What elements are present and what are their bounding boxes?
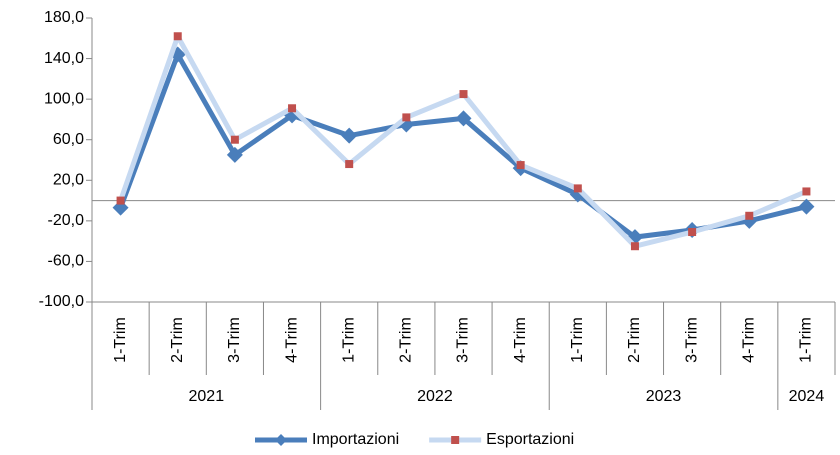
marker	[798, 198, 815, 215]
marker	[516, 161, 525, 170]
x-tick-label: 1-Trim	[340, 317, 357, 363]
marker	[116, 196, 125, 205]
y-tick-label: -20,0	[48, 212, 85, 229]
marker	[459, 90, 468, 99]
x-tick-label: 1-Trim	[798, 317, 815, 363]
x-tick-label: 1-Trim	[112, 317, 129, 363]
marker	[455, 110, 472, 127]
x-tick-label: 4-Trim	[283, 317, 300, 363]
x-tick-label: 3-Trim	[226, 317, 243, 363]
y-tick-label: -60,0	[48, 253, 85, 270]
year-label: 2023	[646, 388, 682, 405]
marker	[688, 228, 697, 237]
marker	[573, 184, 582, 193]
marker	[630, 242, 639, 251]
x-tick-label: 2-Trim	[169, 317, 186, 363]
marker	[402, 113, 411, 122]
marker	[226, 146, 243, 163]
x-tick-label: 2-Trim	[398, 317, 415, 363]
marker	[288, 104, 297, 113]
y-tick-label: 100,0	[44, 90, 84, 107]
y-tick-label: 20,0	[53, 172, 84, 189]
year-label: 2024	[789, 388, 825, 405]
legend-label: Importazioni	[312, 431, 399, 448]
x-tick-label: 3-Trim	[455, 317, 472, 363]
year-label: 2022	[417, 388, 453, 405]
marker	[173, 32, 182, 41]
year-label: 2021	[189, 388, 225, 405]
x-tick-label: 4-Trim	[740, 317, 757, 363]
y-tick-label: 140,0	[44, 50, 84, 67]
marker	[745, 211, 754, 220]
y-tick-label: 180,0	[44, 9, 84, 26]
y-tick-label: -100,0	[39, 293, 84, 310]
marker	[341, 127, 358, 144]
legend-marker	[275, 434, 287, 446]
marker	[230, 135, 239, 144]
x-tick-label: 1-Trim	[569, 317, 586, 363]
y-tick-label: 60,0	[53, 131, 84, 148]
x-tick-label: 4-Trim	[512, 317, 529, 363]
series-line	[118, 33, 808, 249]
marker	[802, 187, 811, 196]
x-tick-label: 2-Trim	[626, 317, 643, 363]
series-line	[118, 52, 808, 240]
x-tick-label: 3-Trim	[683, 317, 700, 363]
legend-marker	[451, 436, 460, 444]
marker	[345, 160, 354, 169]
legend-label: Esportazioni	[486, 431, 574, 448]
